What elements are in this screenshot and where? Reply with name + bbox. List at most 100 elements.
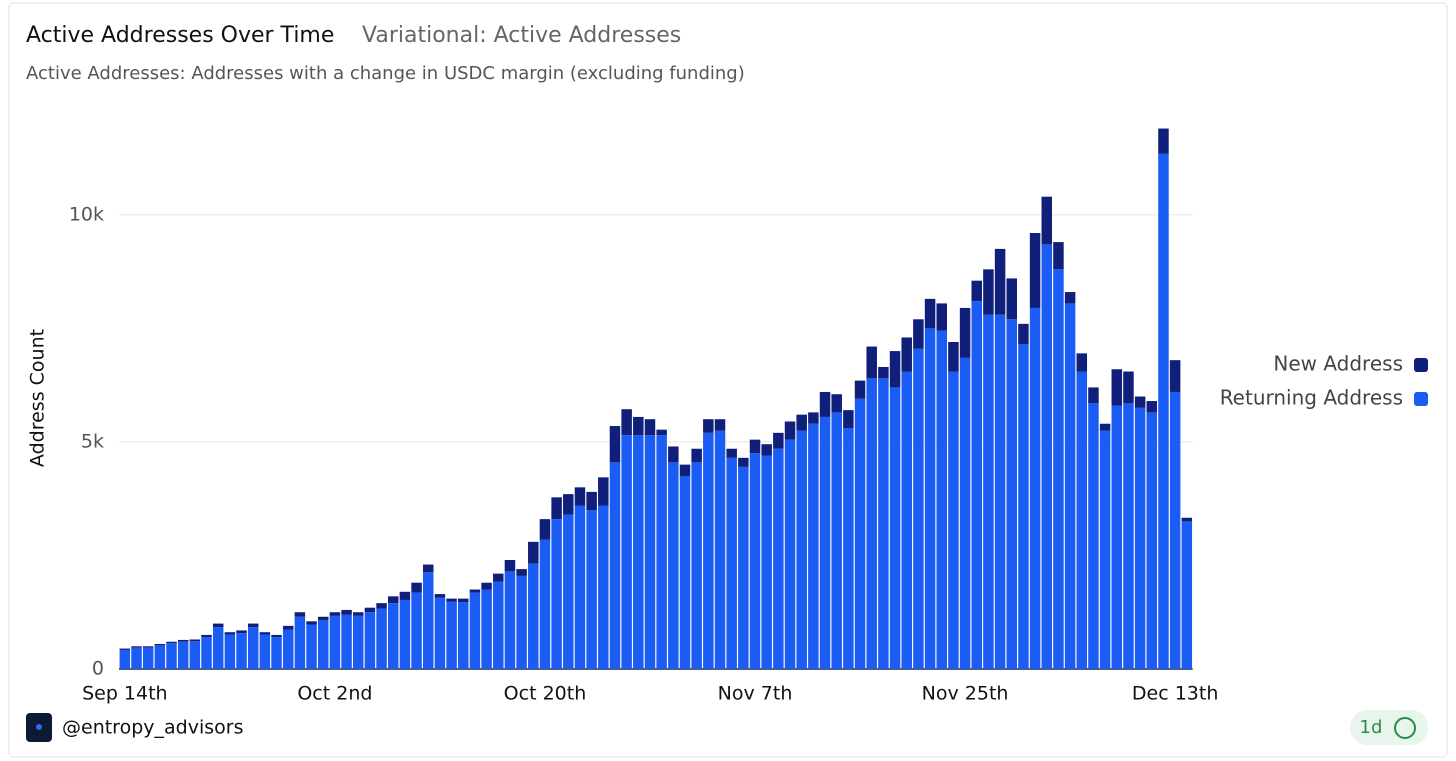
- bar-segment: [516, 569, 527, 576]
- badge-text: 1d: [1360, 717, 1383, 738]
- bar-segment: [212, 627, 224, 669]
- y-tick-label: 10k: [69, 203, 104, 225]
- bar-segment: [983, 314, 994, 669]
- bar-segment: [516, 575, 527, 669]
- bar-segment: [423, 572, 434, 669]
- bar-segment: [282, 629, 294, 669]
- bar-segment: [679, 475, 691, 669]
- bar-segment: [1099, 423, 1111, 431]
- bar-segment: [294, 612, 306, 617]
- bar-segment: [598, 505, 609, 669]
- bar-segment: [994, 314, 1006, 669]
- bar-segment: [819, 416, 831, 669]
- bar-segment: [551, 497, 562, 520]
- bar-segment: [866, 378, 877, 669]
- bar-segment: [959, 307, 971, 358]
- bar-segment: [142, 646, 154, 648]
- bar-segment: [668, 462, 679, 669]
- bar-segment: [889, 387, 901, 669]
- bar-segment: [317, 619, 329, 669]
- bar-segment: [411, 582, 422, 593]
- bar-segment: [1041, 196, 1053, 245]
- bar-segment: [633, 435, 644, 669]
- bar-segment: [387, 603, 399, 669]
- y-axis-label: Address Count: [27, 329, 49, 467]
- bar-segment: [551, 519, 562, 669]
- bar-segment: [352, 612, 364, 616]
- bar-segment: [469, 589, 481, 593]
- bar-segment: [1146, 401, 1158, 413]
- bar-segment: [633, 416, 644, 436]
- bar-segment: [703, 419, 714, 433]
- bar-segment: [539, 539, 551, 669]
- x-tick-label: Nov 7th: [718, 683, 793, 705]
- badge-icon: [1394, 717, 1416, 739]
- bar-segment: [376, 603, 387, 609]
- legend-swatch: [1414, 358, 1428, 372]
- bar-segment: [1076, 371, 1088, 669]
- bar-segment: [154, 645, 166, 669]
- bar-segment: [1099, 430, 1111, 669]
- bar-segment: [423, 564, 434, 573]
- x-tick-label: Nov 25th: [922, 683, 1009, 705]
- bar-segment: [913, 348, 924, 669]
- bar-segment: [458, 602, 469, 669]
- bar-segment: [1181, 517, 1193, 522]
- footer-handle: @entropy_advisors: [62, 717, 243, 739]
- bar-segment: [528, 563, 539, 669]
- bar-segment: [1123, 371, 1134, 404]
- bar-segment: [224, 634, 236, 669]
- bar-segment: [621, 409, 632, 436]
- bar-segment: [563, 494, 574, 515]
- bar-segment: [189, 641, 201, 669]
- bar-segment: [504, 571, 516, 669]
- bar-segment: [831, 412, 842, 669]
- bar-segment: [761, 444, 772, 456]
- bar-segment: [808, 423, 819, 669]
- bar-segment: [784, 421, 796, 440]
- bar-segment: [808, 412, 819, 424]
- bar-segment: [901, 371, 912, 669]
- bar-segment: [364, 612, 376, 669]
- bar-segment: [201, 634, 212, 638]
- bar-segment: [1123, 403, 1134, 669]
- bar-segment: [1088, 387, 1099, 404]
- bar-segment: [621, 435, 632, 669]
- bar-segment: [586, 510, 597, 669]
- bar-segment: [936, 303, 947, 331]
- bar-segment: [1064, 292, 1076, 304]
- bar-segment: [609, 426, 621, 463]
- bar-segment: [142, 647, 154, 669]
- bar-segment: [738, 457, 749, 467]
- bar-segment: [236, 630, 247, 634]
- bar-segment: [446, 601, 457, 669]
- logo-dot: [36, 724, 42, 730]
- bar-segment: [1006, 278, 1018, 320]
- bar-segment: [329, 615, 341, 669]
- bar-segment: [493, 573, 504, 582]
- legend-label: New Address: [1273, 352, 1403, 376]
- bar-segment: [983, 269, 994, 315]
- bar-segment: [936, 330, 947, 669]
- bar-segment: [259, 634, 271, 669]
- bar-segment: [843, 410, 854, 429]
- bar-segment: [1088, 403, 1099, 669]
- bar-segment: [574, 505, 586, 669]
- bar-segment: [1169, 360, 1181, 392]
- bar-segment: [994, 248, 1006, 315]
- bar-segment: [691, 462, 702, 669]
- bar-segment: [796, 430, 807, 669]
- bar-segment: [434, 594, 446, 598]
- frame: [8, 2, 1448, 758]
- bar-segment: [656, 435, 667, 669]
- x-tick-label: Dec 13th: [1132, 683, 1218, 705]
- bar-segment: [738, 466, 749, 669]
- bar-segment: [668, 446, 679, 463]
- bar-segment: [644, 419, 656, 436]
- bar-segment: [154, 644, 166, 646]
- bar-segment: [1111, 369, 1123, 406]
- bar-segment: [434, 597, 446, 669]
- bar-segment: [913, 319, 924, 349]
- bar-segment: [691, 448, 702, 463]
